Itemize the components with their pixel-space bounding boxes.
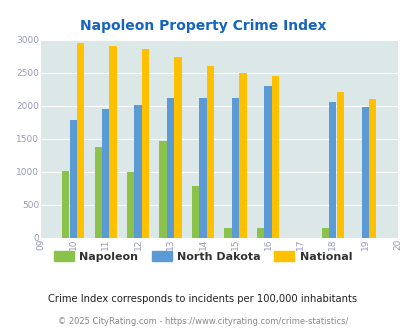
Bar: [166, 98, 174, 238]
Bar: [192, 186, 198, 238]
Bar: [69, 120, 77, 238]
Bar: [127, 172, 134, 238]
Bar: [256, 228, 263, 238]
Legend: Napoleon, North Dakota, National: Napoleon, North Dakota, National: [49, 247, 356, 267]
Bar: [94, 147, 101, 238]
Bar: [77, 44, 84, 238]
Bar: [321, 228, 328, 238]
Bar: [271, 76, 278, 238]
Bar: [328, 102, 336, 238]
Bar: [361, 107, 368, 238]
Bar: [199, 98, 206, 238]
Bar: [239, 74, 246, 238]
Bar: [142, 49, 149, 238]
Bar: [174, 57, 181, 238]
Bar: [102, 109, 109, 238]
Bar: [231, 98, 239, 238]
Text: Napoleon Property Crime Index: Napoleon Property Crime Index: [79, 19, 326, 33]
Bar: [336, 92, 343, 238]
Bar: [109, 46, 116, 238]
Bar: [207, 66, 213, 238]
Text: Crime Index corresponds to incidents per 100,000 inhabitants: Crime Index corresponds to incidents per…: [48, 294, 357, 304]
Bar: [224, 228, 231, 238]
Bar: [159, 141, 166, 238]
Bar: [134, 105, 141, 238]
Bar: [264, 86, 271, 238]
Bar: [369, 99, 375, 238]
Bar: [62, 171, 69, 238]
Text: © 2025 CityRating.com - https://www.cityrating.com/crime-statistics/: © 2025 CityRating.com - https://www.city…: [58, 317, 347, 326]
